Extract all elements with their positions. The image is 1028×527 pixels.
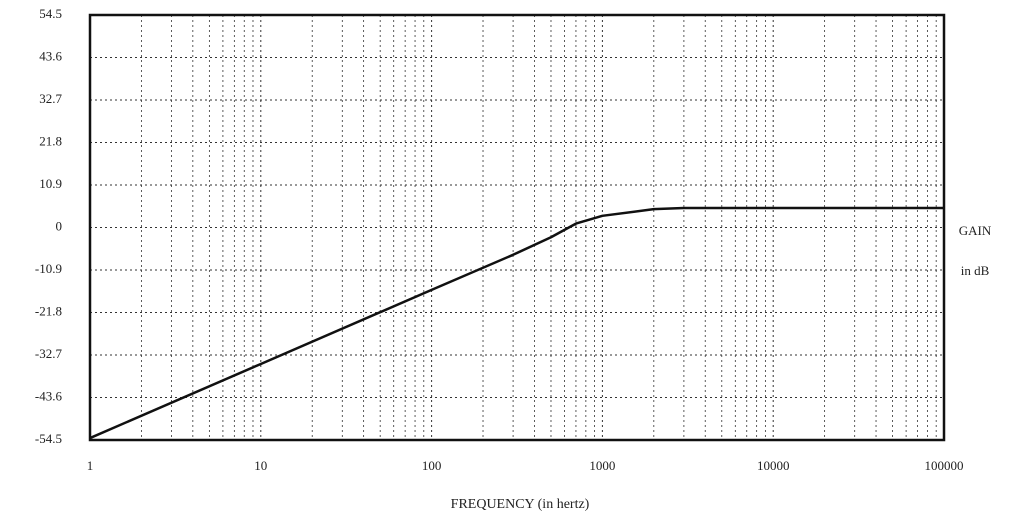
x-axis-label: FREQUENCY (in hertz) — [451, 497, 590, 512]
annotation: in dB — [961, 263, 990, 278]
y-tick-label: 43.6 — [39, 48, 62, 63]
plot-frame — [88, 13, 946, 442]
y-tick-label: -54.5 — [35, 431, 62, 446]
x-tick-label: 1000 — [589, 458, 615, 473]
y-tick-label: -21.8 — [35, 303, 62, 318]
x-tick-label: 1 — [87, 458, 94, 473]
y-tick-label: 10.9 — [39, 176, 62, 191]
y-tick-label: -32.7 — [35, 346, 63, 361]
x-tick-label: 100000 — [925, 458, 964, 473]
y-tick-label: -10.9 — [35, 261, 62, 276]
y-tick-label: 54.5 — [39, 6, 62, 21]
y-tick-label: 21.8 — [39, 133, 62, 148]
y-tick-label: 32.7 — [39, 91, 62, 106]
x-tick-label: 100 — [422, 458, 442, 473]
y-tick-label: 0 — [56, 218, 63, 233]
annotation: GAIN — [959, 223, 992, 238]
x-tick-label: 10000 — [757, 458, 790, 473]
x-tick-label: 10 — [254, 458, 267, 473]
y-tick-label: -43.6 — [35, 388, 63, 403]
line — [89, 206, 944, 440]
